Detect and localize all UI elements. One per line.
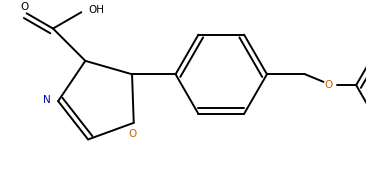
Text: O: O <box>325 80 333 90</box>
Text: O: O <box>21 2 29 12</box>
Text: N: N <box>43 95 51 105</box>
Text: O: O <box>129 129 137 139</box>
Text: OH: OH <box>88 5 104 15</box>
